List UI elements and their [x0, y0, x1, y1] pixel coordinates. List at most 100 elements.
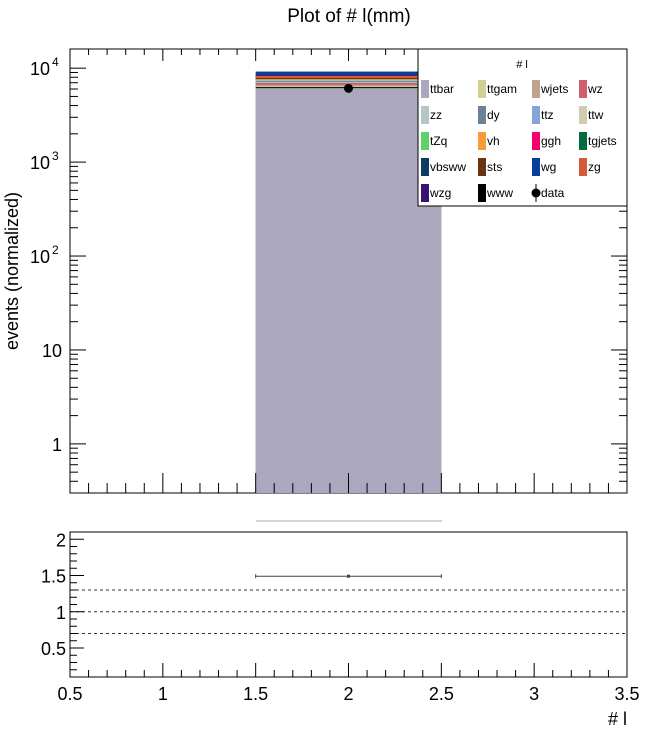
- legend-swatch-tZq: [421, 132, 429, 150]
- legend-swatch-wg: [532, 158, 540, 176]
- x-tick-label: 2.5: [429, 684, 454, 704]
- legend-item-ttbar: ttbar: [421, 80, 454, 98]
- y-tick-exponent: 2: [52, 243, 59, 257]
- legend-item-ttz: ttz: [532, 106, 554, 124]
- legend-item-wjets: wjets: [532, 80, 568, 98]
- legend-label: tgjets: [588, 134, 617, 148]
- y-tick-label: 1: [52, 435, 62, 455]
- ratio-point: [347, 574, 350, 578]
- legend-item-wz: wz: [579, 80, 603, 98]
- stack-layer: [255, 71, 442, 494]
- y-tick-label: 1.5: [41, 567, 66, 587]
- x-tick-label: 3.5: [614, 684, 639, 704]
- y-tick-exponent: 4: [52, 55, 59, 69]
- legend-item-ttgam: ttgam: [478, 80, 517, 98]
- legend-item-dy: dy: [478, 106, 500, 124]
- legend-swatch-wjets: [532, 80, 540, 98]
- y-tick-base: 10: [30, 59, 50, 79]
- legend-label: zz: [430, 108, 442, 122]
- legend-label: wg: [540, 160, 556, 174]
- legend-item-zz: zz: [421, 106, 442, 124]
- y-axis-label: events (normalized): [2, 192, 22, 350]
- legend-swatch-ttbar: [421, 80, 429, 98]
- legend-swatch-wz: [579, 80, 587, 98]
- legend-label: wz: [587, 82, 603, 96]
- legend-item-wzg: wzg: [421, 184, 451, 202]
- legend-data-marker: [531, 188, 541, 198]
- legend-entries: ttbar ttgam wjets wz zz dy ttz ttw tZq vh ggh tgjet…: [421, 80, 617, 202]
- legend-item-zg: zg: [579, 158, 601, 176]
- legend-item-tZq: tZq: [421, 132, 447, 150]
- y-tick-label: 10: [42, 341, 62, 361]
- legend-label: ttz: [541, 108, 554, 122]
- legend-label: tZq: [430, 134, 447, 148]
- legend-swatch-zz: [421, 106, 429, 124]
- y-tick-label: 10 3: [30, 149, 59, 173]
- legend-item-ttw: ttw: [579, 106, 604, 124]
- legend-swatch-ggh: [532, 132, 540, 150]
- upper-data-points: [344, 83, 353, 93]
- legend-item-vbsww: vbsww: [421, 158, 466, 176]
- y-tick-label: 2: [56, 530, 66, 550]
- legend-label: dy: [487, 108, 500, 122]
- y-tick-base: 10: [30, 153, 50, 173]
- stack-ttbar: [255, 87, 442, 493]
- lower-y-ticks: 2 1.5 1 0.5: [41, 530, 84, 678]
- legend-label: wzg: [429, 186, 451, 200]
- x-tick-label: 1.5: [243, 684, 268, 704]
- legend-item-vh: vh: [478, 132, 500, 150]
- ratio-frame: [69, 531, 628, 678]
- legend-swatch-www: [478, 184, 486, 202]
- y-tick-label: 10 4: [30, 55, 59, 79]
- legend-label: ttgam: [487, 82, 517, 96]
- legend-label: zg: [588, 160, 601, 174]
- x-axis-label: # l: [608, 709, 627, 729]
- legend-item-tgjets: tgjets: [579, 132, 617, 150]
- x-tick-label: 2: [343, 684, 353, 704]
- upper-x-ticks: [69, 49, 628, 493]
- y-tick-label: 1: [56, 603, 66, 623]
- legend-item-ggh: ggh: [532, 132, 561, 150]
- chart-title: Plot of # l(mm): [287, 6, 411, 27]
- legend-swatch-dy: [478, 106, 486, 124]
- legend-swatch-tgjets: [579, 132, 587, 150]
- legend-swatch-ttw: [579, 106, 587, 124]
- x-tick-label: 0.5: [57, 684, 82, 704]
- legend-item-wg: wg: [532, 158, 556, 176]
- legend-swatch-vbsww: [421, 158, 429, 176]
- legend-swatch-sts: [478, 158, 486, 176]
- legend-item-sts: sts: [478, 158, 502, 176]
- y-tick-base: 1: [52, 435, 62, 455]
- legend-title: # l: [516, 59, 528, 71]
- y-tick-base: 10: [42, 341, 62, 361]
- legend-swatch-ttgam: [478, 80, 486, 98]
- y-tick-label: 10 2: [30, 243, 59, 267]
- ratio-panel: 0.5 1 1.5 2 2.5 3 3.5 2 1.5 1 0.5: [41, 520, 640, 704]
- ratio-reference-lines: [70, 589, 627, 634]
- lower-x-ticks: 0.5 1 1.5 2 2.5 3 3.5: [57, 663, 640, 704]
- legend-box: [417, 48, 628, 207]
- legend-label: wjets: [540, 82, 568, 96]
- legend-label: ggh: [541, 134, 561, 148]
- legend-swatch-zg: [579, 158, 587, 176]
- legend-label: data: [541, 186, 565, 200]
- ratio-points: [255, 574, 442, 579]
- legend-label: sts: [487, 160, 502, 174]
- legend-label: vbsww: [430, 160, 466, 174]
- legend-swatch-ttz: [532, 106, 540, 124]
- legend-label: www: [486, 186, 513, 200]
- legend-swatch-vh: [478, 132, 486, 150]
- legend-label: ttw: [588, 108, 604, 122]
- y-tick-base: 10: [30, 247, 50, 267]
- y-tick-exponent: 3: [52, 149, 59, 163]
- x-tick-label: 1: [158, 684, 168, 704]
- legend-label: vh: [487, 134, 500, 148]
- legend-swatch-wzg: [421, 184, 429, 202]
- legend-item-data: data: [531, 184, 565, 202]
- y-tick-label: 0.5: [41, 639, 66, 659]
- x-tick-label: 3: [529, 684, 539, 704]
- legend-label: ttbar: [430, 82, 454, 96]
